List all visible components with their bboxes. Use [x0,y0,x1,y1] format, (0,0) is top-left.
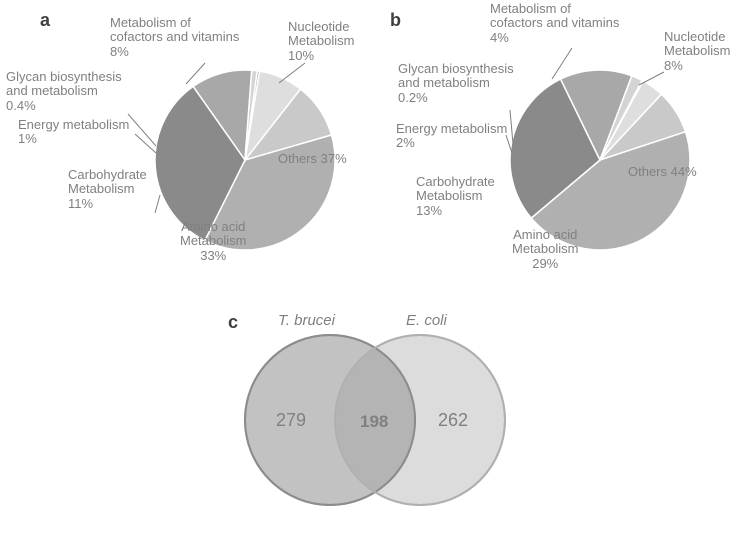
venn-title-right: E. coli [406,312,447,329]
venn-count-right: 262 [438,410,468,431]
venn-diagram [0,0,750,542]
venn-count-mid: 198 [360,412,388,432]
venn-title-left: T. brucei [278,312,335,329]
venn-count-left: 279 [276,410,306,431]
